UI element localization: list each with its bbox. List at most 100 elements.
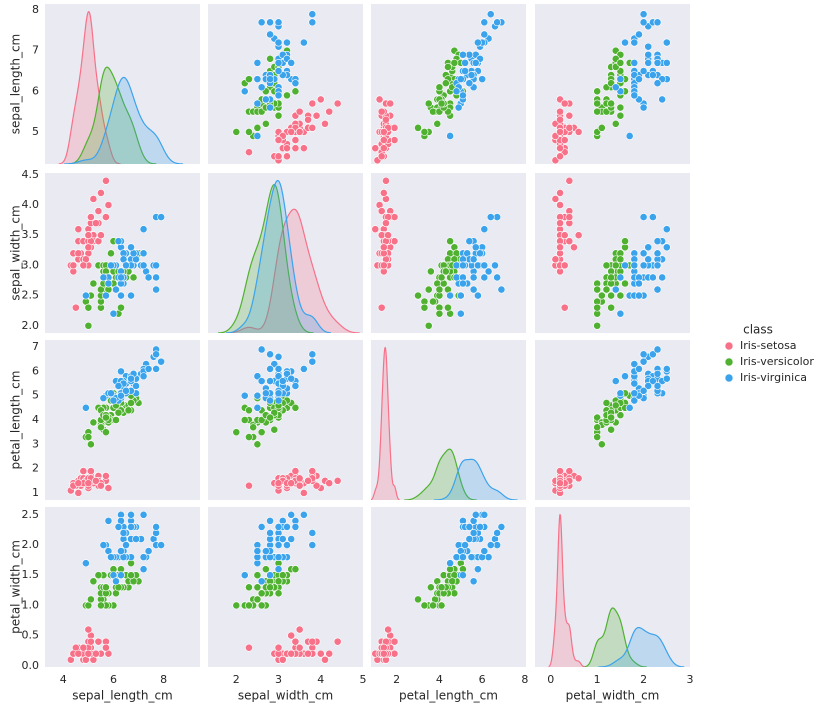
scatter-point xyxy=(459,50,467,59)
scatter-point xyxy=(635,75,643,84)
scatter-point xyxy=(295,474,304,483)
y-tick-label: 4.5 xyxy=(22,168,40,181)
scatter-point xyxy=(266,350,274,359)
y-axis-label: petal_width_cm xyxy=(9,540,23,634)
scatter-point xyxy=(308,10,317,19)
scatter-point xyxy=(287,631,296,640)
scatter-point xyxy=(639,350,648,359)
scatter-point xyxy=(480,273,489,282)
scatter-point xyxy=(283,91,291,100)
scatter-point xyxy=(446,132,455,140)
scatter-point xyxy=(69,261,78,270)
x-axis-label: petal_width_cm xyxy=(566,689,660,703)
scatter-point xyxy=(480,30,489,39)
scatter-point xyxy=(299,144,308,153)
panel xyxy=(371,346,518,500)
scatter-point xyxy=(84,321,93,330)
x-axis-label: sepal_width_cm xyxy=(238,689,333,703)
panel xyxy=(232,345,342,497)
x-tick-label: 4 xyxy=(317,673,324,686)
scatter-point xyxy=(157,213,166,221)
scatter-point xyxy=(469,529,478,537)
scatter-point xyxy=(461,67,469,75)
scatter-point xyxy=(386,99,395,108)
x-tick-label: 6 xyxy=(479,673,486,686)
scatter-point xyxy=(144,365,153,373)
kde-line xyxy=(433,458,518,500)
scatter-point xyxy=(480,547,489,555)
scatter-point xyxy=(274,541,283,549)
scatter-point xyxy=(232,128,241,136)
scatter-point xyxy=(556,189,564,197)
scatter-point xyxy=(556,152,564,161)
scatter-point xyxy=(607,99,616,108)
scatter-point xyxy=(597,440,606,449)
scatter-point xyxy=(107,249,115,258)
kde-line xyxy=(226,208,360,333)
panel xyxy=(548,513,685,667)
scatter-point xyxy=(114,408,123,417)
scatter-point xyxy=(616,111,625,120)
scatter-point xyxy=(444,63,452,71)
scatter-point xyxy=(79,467,88,475)
scatter-point xyxy=(86,440,95,449)
scatter-point xyxy=(270,425,279,434)
scatter-point xyxy=(291,467,300,475)
scatter-point xyxy=(261,565,270,574)
scatter-point xyxy=(117,291,125,300)
panel xyxy=(371,176,506,330)
scatter-point xyxy=(86,637,95,646)
scatter-point xyxy=(299,510,308,519)
scatter-point xyxy=(662,225,671,234)
scatter-point xyxy=(493,273,502,282)
scatter-point xyxy=(597,291,606,300)
scatter-point xyxy=(635,291,643,300)
scatter-point xyxy=(371,144,380,153)
scatter-point xyxy=(648,273,657,282)
scatter-point xyxy=(253,75,262,84)
scatter-point xyxy=(274,67,283,75)
kde-area xyxy=(371,347,400,500)
scatter-point xyxy=(486,541,495,549)
scatter-point xyxy=(97,481,105,490)
scatter-point xyxy=(287,128,296,136)
scatter-point xyxy=(274,152,283,161)
scatter-point xyxy=(266,516,274,525)
scatter-point xyxy=(261,547,270,555)
scatter-point xyxy=(102,583,110,592)
scatter-point xyxy=(658,273,667,282)
scatter-point xyxy=(274,553,283,562)
scatter-point xyxy=(295,107,304,116)
scatter-point xyxy=(114,237,123,246)
scatter-point xyxy=(424,285,433,294)
scatter-point xyxy=(454,103,463,112)
scatter-point xyxy=(152,350,161,359)
kde-area xyxy=(404,449,477,500)
scatter-point xyxy=(287,374,296,383)
scatter-point xyxy=(304,649,312,658)
legend-label: Iris-versicolor xyxy=(740,355,814,368)
scatter-point xyxy=(565,111,574,120)
scatter-point xyxy=(433,119,442,128)
scatter-point xyxy=(74,249,83,258)
legend-label: Iris-setosa xyxy=(740,339,797,352)
legend-marker xyxy=(724,357,734,367)
scatter-point xyxy=(384,625,393,634)
scatter-point xyxy=(102,413,110,422)
scatter-point xyxy=(89,577,98,586)
y-tick-label: 0.0 xyxy=(22,659,40,672)
scatter-point xyxy=(325,479,334,488)
scatter-point xyxy=(635,30,643,39)
kde-line xyxy=(63,76,184,164)
scatter-point xyxy=(102,176,110,185)
scatter-point xyxy=(461,541,469,549)
scatter-point xyxy=(278,655,287,664)
scatter-point xyxy=(132,535,140,543)
scatter-point xyxy=(84,433,93,441)
x-tick-label: 8 xyxy=(160,673,167,686)
panel-background xyxy=(208,340,363,500)
scatter-point xyxy=(295,643,304,652)
y-axis-label: sepal_length_cm xyxy=(9,34,23,134)
scatter-point xyxy=(574,474,583,483)
scatter-point xyxy=(274,352,283,361)
